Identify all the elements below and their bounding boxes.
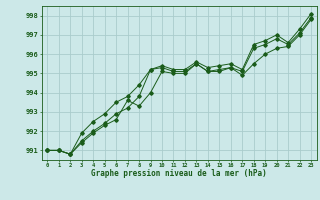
X-axis label: Graphe pression niveau de la mer (hPa): Graphe pression niveau de la mer (hPa) [91, 169, 267, 178]
